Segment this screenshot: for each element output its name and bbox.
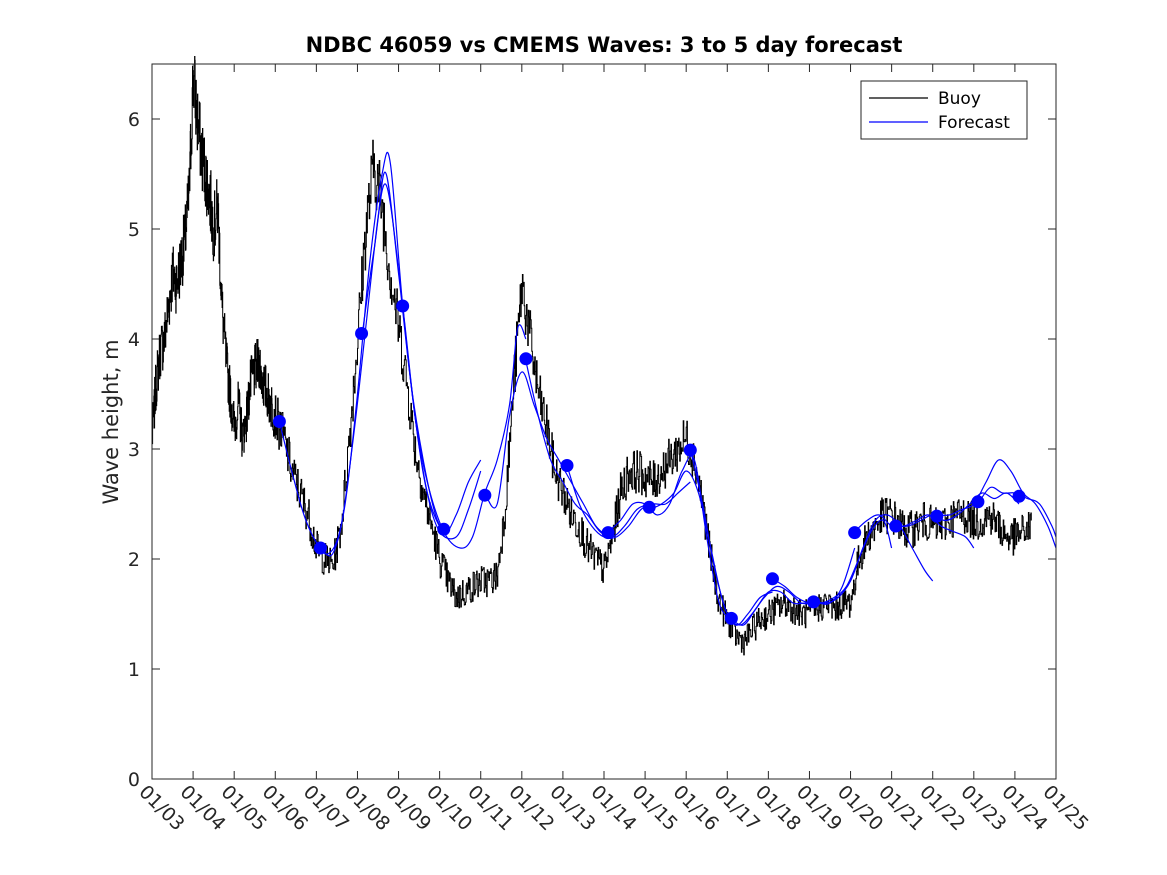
y-tick-label: 4: [128, 329, 140, 351]
forecast-line: [566, 465, 691, 539]
y-axis-tick-labels: 0 1 2 3 4 5 6: [128, 109, 140, 791]
forecast-line: [895, 492, 1020, 527]
legend-forecast-label: Forecast: [938, 113, 1010, 133]
forecast-marker: [355, 327, 369, 340]
forecast-line: [484, 371, 609, 538]
y-tick-label: 6: [128, 109, 140, 131]
y-tick-label: 2: [128, 549, 140, 571]
forecast-marker: [313, 541, 327, 555]
forecast-marker: [807, 595, 821, 609]
forecast-marker: [1012, 489, 1026, 503]
axis-ticks: [151, 64, 1057, 780]
forecast-line: [402, 305, 527, 549]
forecast-marker: [683, 443, 697, 457]
forecast-marker: [519, 352, 533, 366]
forecast-line: [813, 514, 934, 604]
forecast-marker: [601, 526, 615, 540]
forecast-marker: [478, 488, 492, 502]
forecast-marker: [724, 611, 738, 625]
forecast-marker: [848, 526, 862, 540]
forecast-line: [320, 151, 482, 557]
forecast-series-group: [278, 151, 1057, 626]
y-tick-label: 1: [128, 659, 140, 681]
forecast-marker: [437, 522, 451, 536]
forecast-marker: [396, 299, 410, 313]
plot-area-frame: [151, 63, 1057, 780]
y-tick-label: 5: [128, 219, 140, 241]
legend-buoy-label: Buoy: [938, 89, 981, 109]
forecast-line: [525, 360, 650, 538]
forecast-line: [854, 514, 975, 549]
y-tick-label: 3: [128, 439, 140, 461]
legend-box: [860, 80, 1028, 140]
buoy-series: [151, 56, 1032, 656]
forecast-marker: [272, 415, 286, 428]
y-axis-label: Wave height, m: [99, 339, 123, 504]
chart-title: NDBC 46059 vs CMEMS Waves: 3 to 5 day fo…: [306, 33, 903, 57]
legend: Buoy Forecast: [860, 80, 1028, 140]
forecast-marker: [971, 495, 985, 509]
buoy-line: [151, 56, 1032, 656]
forecast-marker: [889, 519, 903, 533]
forecast-marker: [765, 572, 779, 586]
forecast-marker: [930, 509, 944, 523]
forecast-line: [278, 171, 445, 555]
forecast-marker: [642, 500, 656, 514]
forecast-line: [936, 459, 1057, 549]
y-tick-label: 0: [128, 769, 140, 791]
forecast-line: [607, 455, 732, 620]
forecast-marker: [560, 459, 574, 472]
forecast-markers: [272, 299, 1026, 625]
forecast-line: [772, 519, 893, 605]
